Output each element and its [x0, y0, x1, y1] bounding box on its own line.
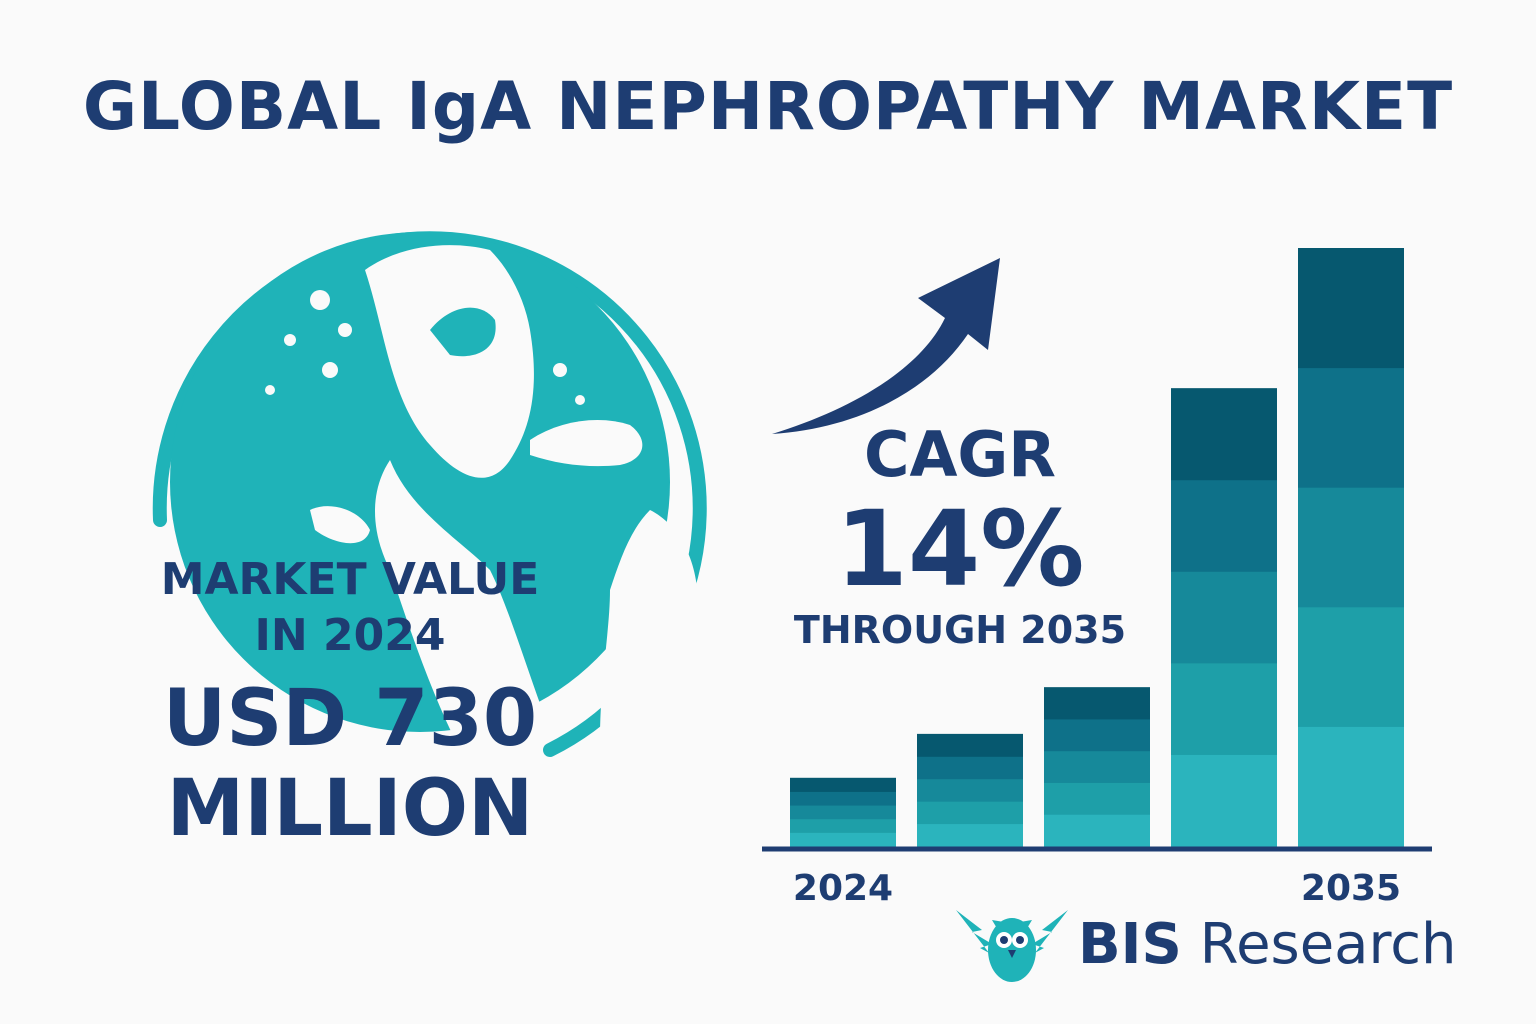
market-value: USD 730 MILLION [110, 674, 590, 854]
cagr-label: CAGR [863, 418, 1057, 491]
bar-5 [1298, 248, 1404, 847]
page-title: GLOBAL IgA NEPHROPATHY MARKET [82, 68, 1454, 145]
bar-2-segment-2 [917, 801, 1023, 825]
bar-1-segment-3 [790, 805, 896, 820]
brand-logo: BIS Research [952, 900, 1457, 990]
bar-2-segment-1 [917, 823, 1023, 847]
x-tick-label: 2035 [1301, 868, 1401, 909]
x-axis-labels: 2024 2035 [793, 868, 1401, 909]
bar-1-segment-1 [790, 832, 896, 847]
bar-2-segment-5 [917, 733, 1023, 757]
bar-3-segment-1 [1044, 814, 1150, 847]
bar-5-segment-1 [1298, 726, 1404, 847]
market-value-label-line1: MARKET VALUE [160, 554, 540, 605]
bar-2-segment-3 [917, 778, 1023, 802]
bar-4-segment-5 [1171, 388, 1277, 481]
bar-5-segment-4 [1298, 367, 1404, 488]
bar-2 [917, 733, 1023, 847]
market-value-label: MARKET VALUE IN 2024 [110, 552, 590, 664]
globe-icon [152, 231, 707, 757]
bar-1-segment-4 [790, 791, 896, 806]
owl-logo-icon [956, 910, 1068, 982]
brand-name-bold: BIS [1078, 912, 1182, 977]
bar-3 [1044, 687, 1150, 847]
bar-4 [1171, 388, 1277, 847]
bars-group [790, 248, 1404, 847]
bar-1-segment-5 [790, 777, 896, 792]
bar-5-segment-2 [1298, 606, 1404, 727]
bar-3-segment-5 [1044, 687, 1150, 720]
bar-4-segment-3 [1171, 571, 1277, 664]
bar-5-segment-5 [1298, 248, 1404, 369]
bar-5-segment-3 [1298, 487, 1404, 608]
bar-4-segment-1 [1171, 754, 1277, 847]
cagr-through: THROUGH 2035 [793, 608, 1127, 652]
market-value-line1: USD 730 [162, 674, 538, 764]
bar-1-segment-2 [790, 818, 896, 833]
trend-up-arrow-icon [772, 258, 1000, 434]
bar-4-segment-2 [1171, 662, 1277, 755]
bar-4-segment-4 [1171, 479, 1277, 572]
market-value-label-line2: IN 2024 [254, 610, 446, 661]
x-tick-label: 2024 [793, 868, 893, 909]
bar-3-segment-3 [1044, 750, 1150, 783]
bar-2-segment-4 [917, 756, 1023, 780]
brand-name-rest: Research [1199, 912, 1457, 977]
brand-name: BIS Research [1078, 912, 1457, 977]
bar-3-segment-2 [1044, 782, 1150, 815]
bar-3-segment-4 [1044, 718, 1150, 752]
bar-1 [790, 777, 896, 847]
market-value-line2: MILLION [166, 764, 534, 854]
cagr-value: 14% [835, 488, 1085, 610]
